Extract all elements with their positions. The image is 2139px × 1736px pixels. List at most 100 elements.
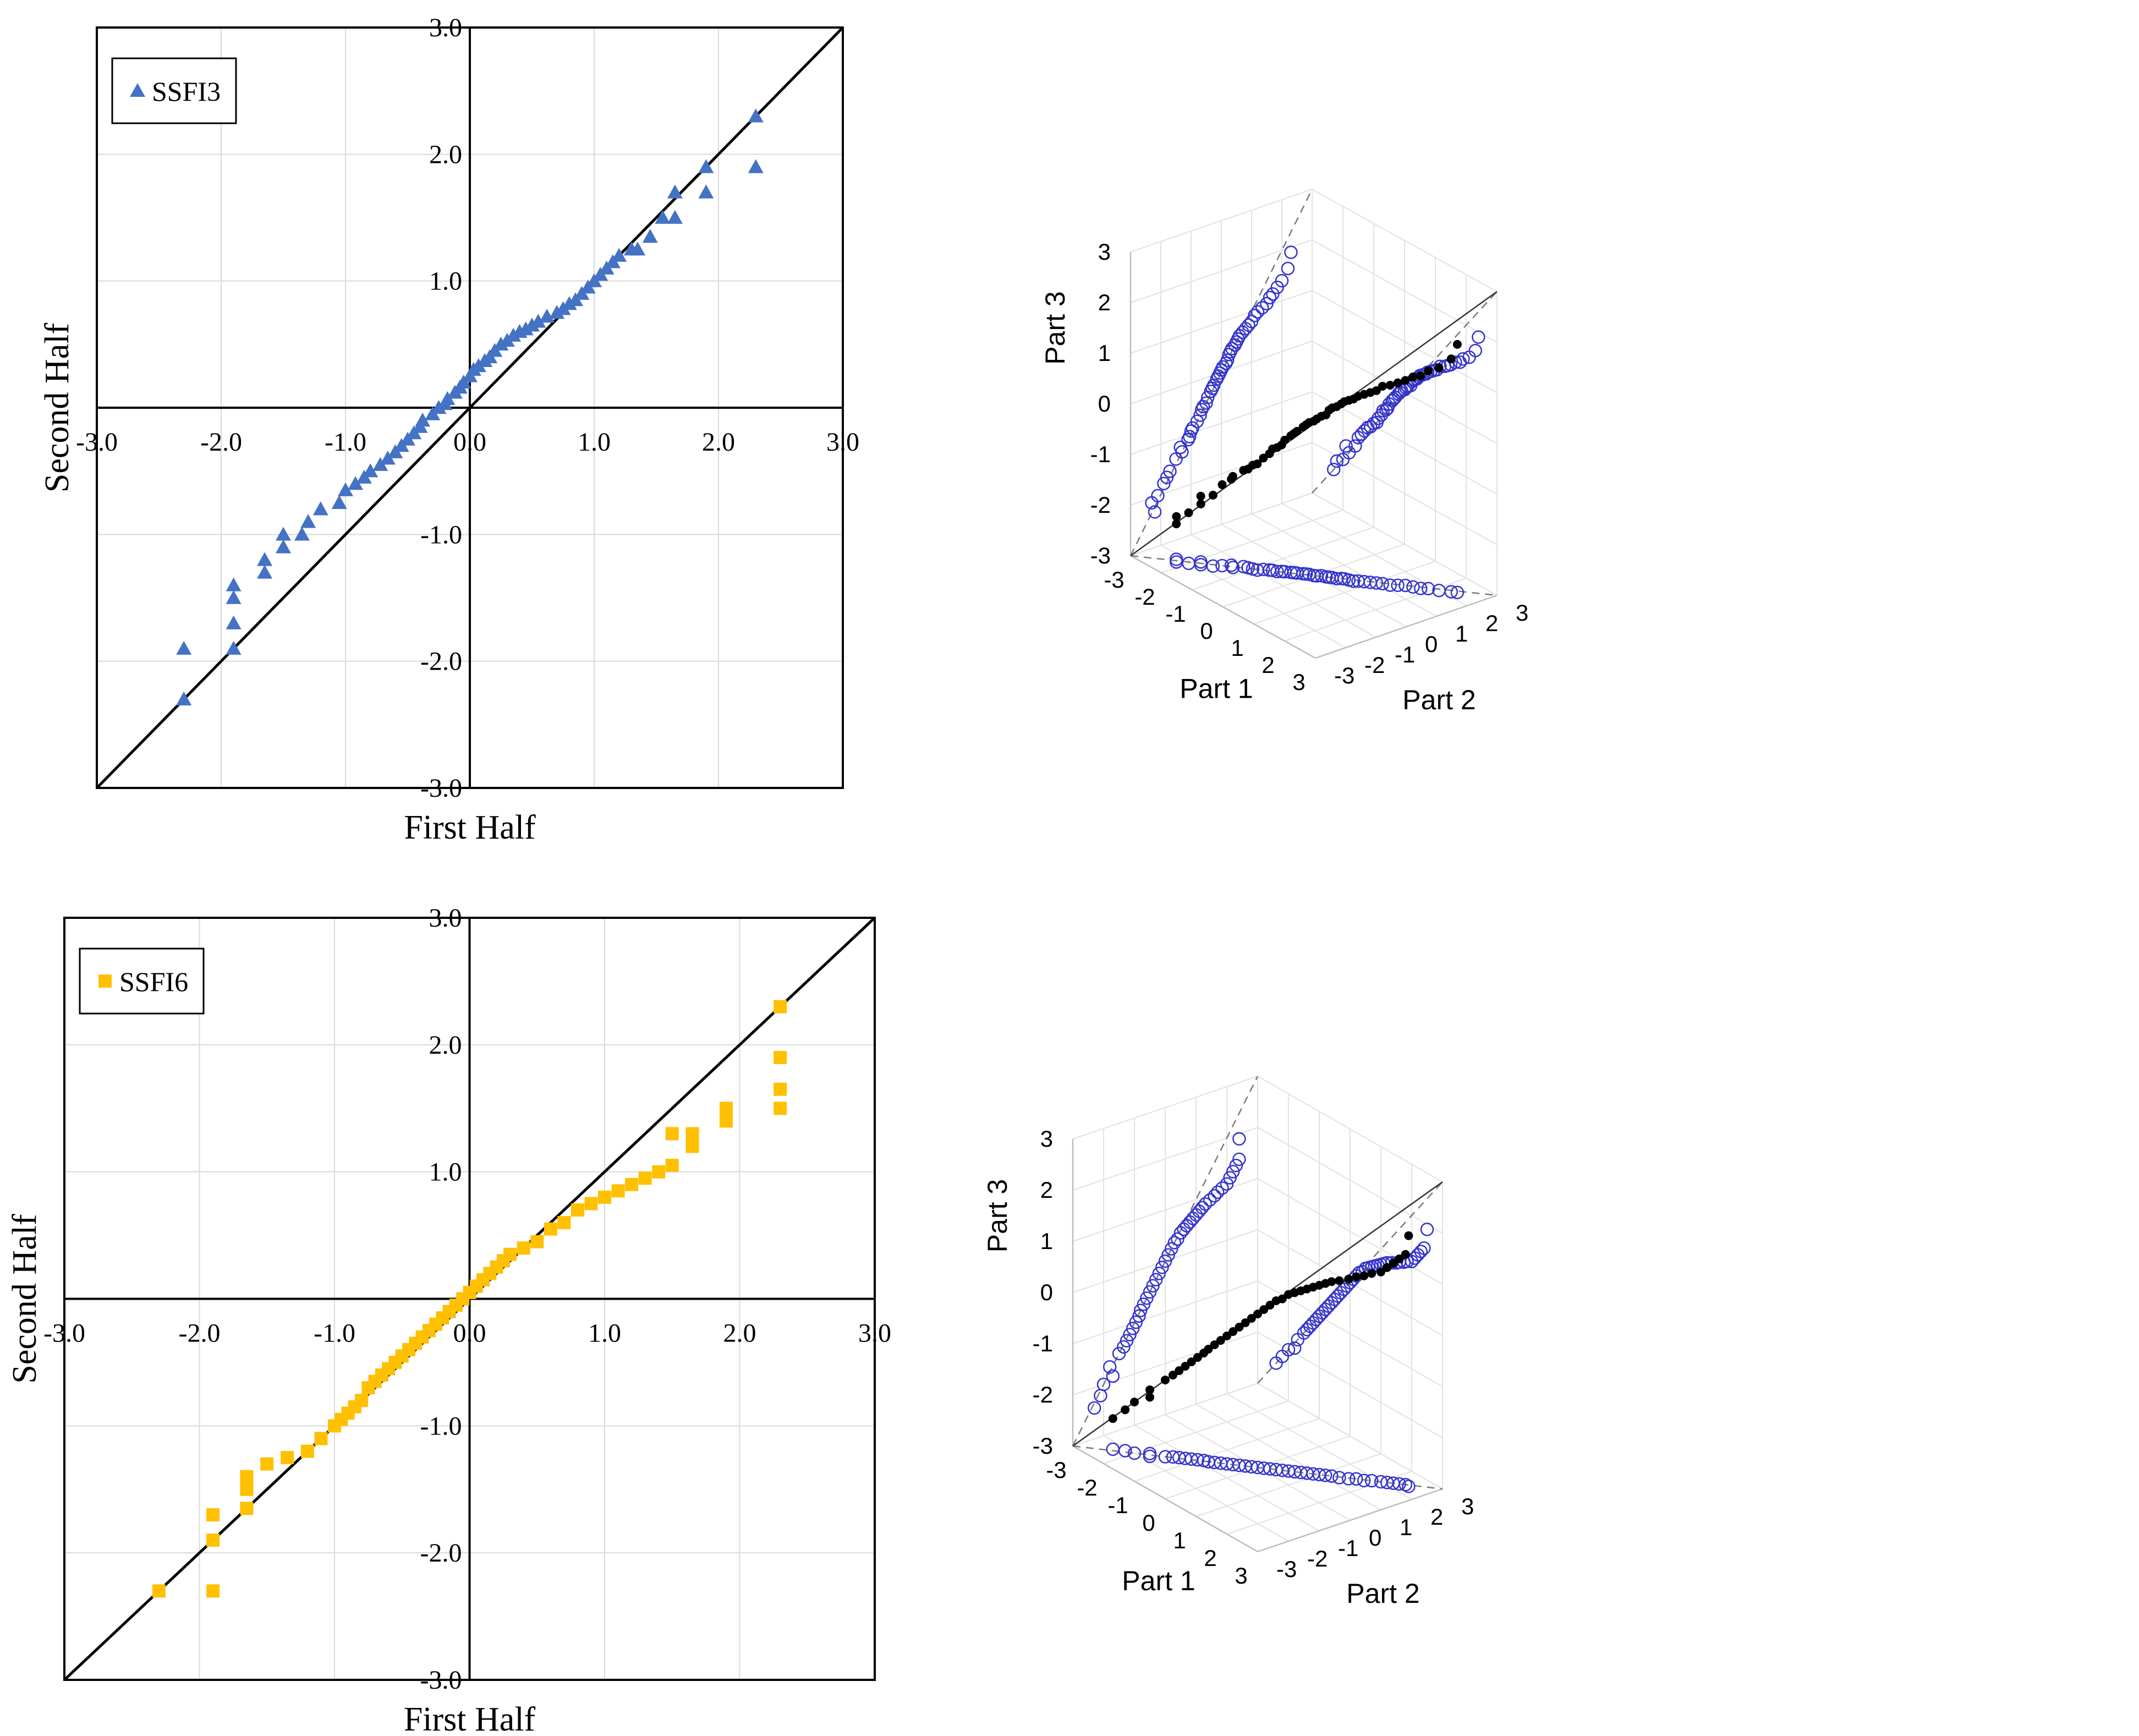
legend-marker <box>130 83 145 97</box>
projection-point <box>1275 273 1289 288</box>
data-point <box>206 1508 220 1521</box>
data-point <box>1401 376 1410 385</box>
projection-point <box>1157 477 1171 490</box>
data-point <box>1175 1366 1184 1376</box>
ssfi6-tick-labels: -3.0 -2.0 -1.0 0.0 1.0 2.0 3.0 -3.0 -2.0 -1.0 1.0 2… <box>43 903 891 1695</box>
data-point <box>518 321 534 336</box>
x-tick-label: -3 <box>1104 567 1124 593</box>
projection-point <box>1143 1285 1157 1299</box>
data-point <box>1367 1269 1376 1278</box>
projection-point <box>1158 1450 1172 1464</box>
data-point <box>655 210 671 224</box>
reference-line <box>1072 1076 1259 1447</box>
data-point <box>363 463 379 478</box>
projection-point <box>1117 1340 1131 1354</box>
z-tick-label: 2 <box>1098 289 1111 315</box>
projection-point <box>1169 552 1183 566</box>
x-tick-label: 3 <box>1292 669 1305 695</box>
data-point <box>1383 1263 1392 1272</box>
x-axis-edge <box>1130 555 1316 659</box>
data-point <box>1193 1353 1202 1362</box>
data-point <box>557 1216 571 1229</box>
data-point <box>380 451 396 465</box>
projection-point <box>1348 439 1362 453</box>
x-axis-edge <box>1072 1445 1258 1553</box>
ssfi3-3d-points <box>1145 245 1485 599</box>
data-point <box>312 501 328 516</box>
x-tick-label: -2 <box>1077 1475 1097 1500</box>
data-point <box>257 565 273 579</box>
projection-point <box>1148 505 1162 519</box>
projection-point <box>1198 1197 1213 1211</box>
x-tick-label: 0.0 <box>453 428 486 457</box>
data-point <box>598 1190 611 1204</box>
projection-point <box>1260 297 1274 311</box>
projection-point <box>1414 1245 1428 1258</box>
projection-point <box>1383 578 1397 592</box>
reference-line <box>96 26 844 789</box>
data-point <box>1253 459 1262 468</box>
data-point <box>1216 1336 1225 1345</box>
data-point <box>652 1165 666 1179</box>
data-point <box>1395 1254 1404 1263</box>
floor-grid <box>1257 1383 1443 1489</box>
y-tick-label: -2 <box>1307 1546 1328 1571</box>
x-tick-label: 1.0 <box>588 1319 621 1348</box>
data-point <box>1446 354 1456 364</box>
y-tick-label: 3.0 <box>429 903 462 933</box>
data-point <box>1376 1267 1385 1277</box>
data-point <box>1434 363 1444 373</box>
projection-point <box>1270 281 1284 294</box>
data-point <box>561 296 577 310</box>
y-tick-label: -1 <box>1395 642 1415 667</box>
data-point <box>300 514 316 528</box>
data-point <box>1452 339 1462 349</box>
floor-grid <box>1312 492 1498 596</box>
projection-point <box>1229 1158 1243 1173</box>
projection-point <box>1266 287 1280 301</box>
ssfi3-qq-plot: -3.0 -2.0 -1.0 0.0 1.0 2.0 3.0 -3.0 -2.0 -1.0 1.0 2… <box>39 13 859 846</box>
projection-point <box>1270 565 1284 579</box>
ssfi6-legend-label: SSFI6 <box>119 966 188 997</box>
data-point <box>1217 480 1227 489</box>
data-point <box>276 527 291 541</box>
projection-point <box>1392 1477 1406 1491</box>
y-tick-label: 1.0 <box>429 1158 462 1187</box>
data-point <box>1253 1310 1262 1318</box>
projection-point <box>1161 1248 1175 1262</box>
floor-grid <box>1284 578 1467 642</box>
data-point <box>1108 1414 1117 1423</box>
projection-point <box>1215 558 1229 573</box>
data-point <box>331 495 347 509</box>
data-point <box>1277 1294 1287 1304</box>
ssfi3-y-axis-label: Second Half <box>39 323 76 493</box>
y-axis-edge <box>1257 1488 1443 1553</box>
projection-point <box>1127 1446 1142 1460</box>
projection-point <box>1190 414 1204 429</box>
projection-point <box>1192 1204 1206 1218</box>
x-tick-label: 0 <box>1142 1510 1155 1536</box>
data-point <box>1222 1332 1231 1340</box>
data-point <box>1359 1271 1369 1280</box>
data-point <box>698 159 714 173</box>
projection-point <box>1149 1273 1163 1286</box>
data-point <box>206 1584 220 1598</box>
projection-point <box>1375 577 1390 590</box>
projection-point <box>1177 1222 1191 1236</box>
data-point <box>226 590 242 604</box>
projection-point <box>1206 559 1220 573</box>
x-tick-label: 3 <box>1235 1563 1247 1589</box>
projection-point <box>1152 1267 1166 1280</box>
projection-point <box>1183 430 1197 443</box>
data-point <box>748 108 764 123</box>
projection-point <box>1158 1254 1172 1268</box>
y-tick-label: 1.0 <box>429 267 462 296</box>
data-point <box>774 1050 787 1064</box>
projection-point <box>1112 1346 1126 1361</box>
data-point <box>440 391 456 406</box>
data-point <box>1169 1371 1177 1380</box>
projection-point <box>1372 412 1385 425</box>
data-point <box>748 159 764 173</box>
